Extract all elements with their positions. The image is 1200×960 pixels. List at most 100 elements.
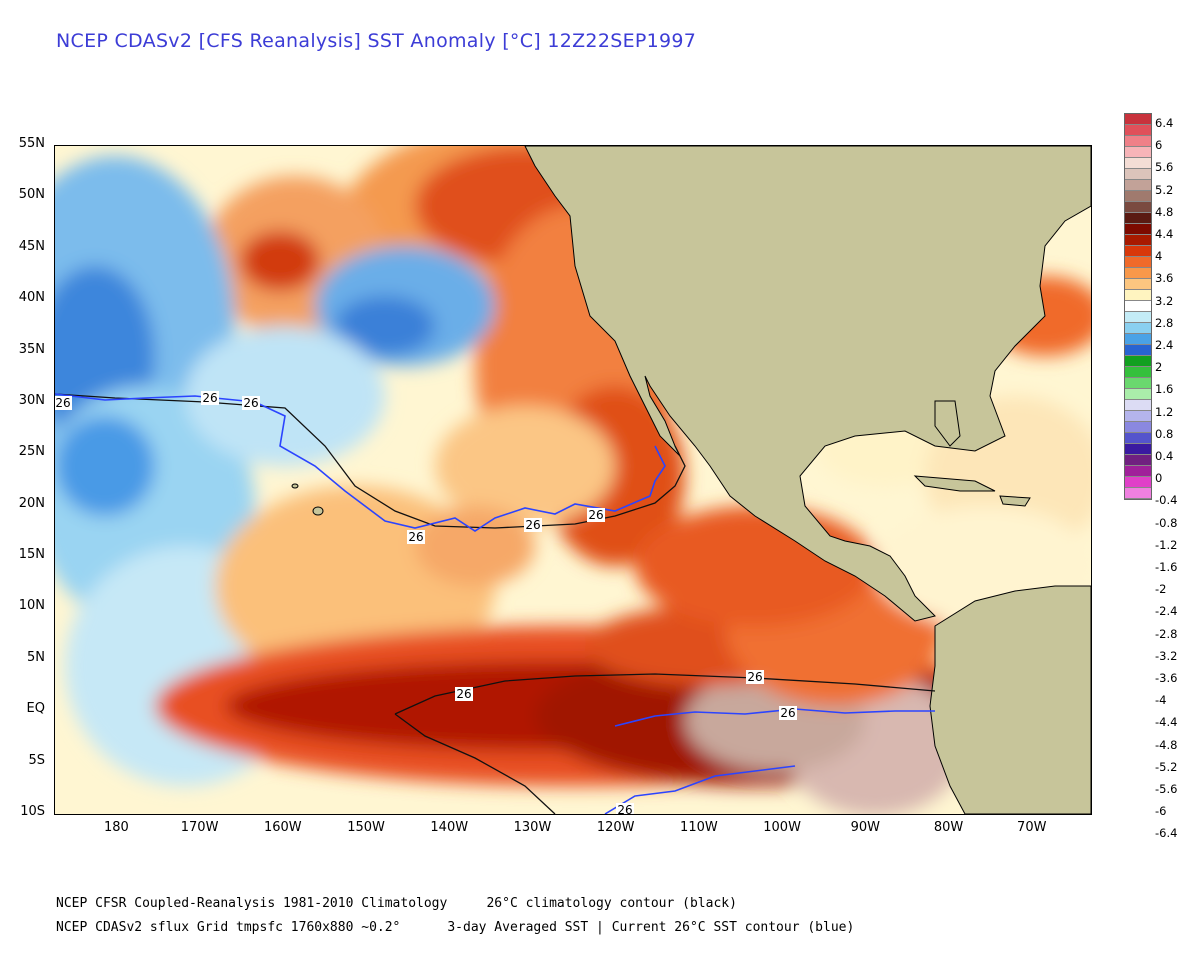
footer-line-1: NCEP CFSR Coupled-Reanalysis 1981-2010 C… bbox=[56, 896, 737, 911]
lon-tick-label: 150W bbox=[347, 820, 385, 835]
contour-label-bg bbox=[55, 396, 72, 410]
climatology-26c-contour bbox=[55, 393, 936, 814]
colorbar-tick-label: -0.4 bbox=[1155, 493, 1178, 508]
colorbar-swatch bbox=[1125, 356, 1151, 367]
lon-tick-label: 120W bbox=[596, 820, 635, 835]
colorbar-tick-label: 3.6 bbox=[1155, 271, 1174, 286]
colorbar-tick-label: -4.8 bbox=[1155, 737, 1178, 752]
colorbar-swatch bbox=[1125, 268, 1151, 279]
colorbar-tick-label: -3.2 bbox=[1155, 648, 1178, 663]
colorbar-tick-label: 3.2 bbox=[1155, 293, 1174, 308]
colorbar-tick-label: 4.4 bbox=[1155, 227, 1174, 241]
colorbar-tick-label: 2.4 bbox=[1155, 338, 1174, 352]
lat-tick-label: 10S bbox=[20, 804, 45, 819]
sst-anomaly-map: 26 26 26 26 26 26 26 26 26 26 bbox=[54, 145, 1092, 815]
lat-tick-label: 55N bbox=[18, 136, 45, 151]
colorbar-swatch bbox=[1125, 191, 1151, 202]
colorbar-swatch bbox=[1125, 444, 1151, 455]
colorbar-tick-label: 6.4 bbox=[1155, 116, 1174, 130]
colorbar-tick-label: 4 bbox=[1155, 249, 1163, 264]
colorbar-tick-label: -1.2 bbox=[1155, 537, 1178, 552]
map-canvas: 26 26 26 26 26 26 26 26 26 26 bbox=[55, 146, 1091, 814]
lat-tick-label: 15N bbox=[18, 547, 45, 563]
contour-label-bg bbox=[746, 670, 764, 684]
colorbar-tick-label: -5.2 bbox=[1155, 759, 1178, 774]
lon-tick-label: 140W bbox=[430, 820, 469, 835]
colorbar-swatch bbox=[1125, 246, 1151, 257]
contour-label-bg bbox=[524, 518, 542, 532]
lon-tick-label: 170W bbox=[180, 820, 219, 835]
colorbar-swatch bbox=[1125, 290, 1151, 301]
colorbar-tick-label: -2.4 bbox=[1155, 604, 1178, 619]
colorbar-swatch bbox=[1125, 257, 1151, 268]
lat-tick-label: 50N bbox=[18, 187, 45, 203]
contour-label: 26 bbox=[243, 396, 258, 410]
lat-tick-label: 5S bbox=[28, 752, 45, 768]
colorbar-tick-label: 4.8 bbox=[1155, 204, 1174, 219]
colorbar-tick-label: -2.8 bbox=[1155, 626, 1178, 641]
lat-tick-label: 30N bbox=[18, 392, 45, 408]
colorbar-tick-label: -6.4 bbox=[1155, 826, 1178, 841]
colorbar-tick-label: -3.6 bbox=[1155, 671, 1178, 685]
colorbar-swatch bbox=[1125, 488, 1151, 499]
colorbar-tick-label: 1.6 bbox=[1155, 382, 1174, 397]
colorbar-swatch bbox=[1125, 345, 1151, 356]
colorbar-tick-label: -6 bbox=[1155, 804, 1167, 819]
lon-tick-label: 110W bbox=[680, 820, 718, 835]
colorbar bbox=[1124, 113, 1152, 500]
colorbar-tick-label: 2.8 bbox=[1155, 315, 1174, 330]
colorbar-swatch bbox=[1125, 477, 1151, 488]
lat-tick-label: 10N bbox=[18, 598, 45, 614]
lon-tick-label: 180 bbox=[103, 820, 129, 835]
lon-tick-label: 130W bbox=[513, 820, 552, 835]
colorbar-tick-label: 0.4 bbox=[1155, 449, 1174, 463]
lon-tick-label: 80W bbox=[933, 820, 964, 835]
map-title: NCEP CDASv2 [CFS Reanalysis] SST Anomaly… bbox=[56, 30, 697, 52]
contour-label: 26 bbox=[617, 803, 632, 814]
colorbar-swatch bbox=[1125, 422, 1151, 433]
lat-tick-label: 20N bbox=[18, 495, 45, 511]
land-mass bbox=[291, 146, 1091, 814]
contour-label: 26 bbox=[525, 518, 540, 532]
contour-label: 26 bbox=[55, 396, 70, 410]
colorbar-swatch bbox=[1125, 334, 1151, 345]
colorbar-tick-label: 2 bbox=[1155, 360, 1163, 375]
lon-tick-label: 160W bbox=[263, 820, 302, 835]
colorbar-swatch bbox=[1125, 136, 1151, 147]
colorbar-swatch bbox=[1125, 114, 1151, 125]
contour-label-bg bbox=[587, 508, 605, 522]
colorbar-tick-label: 0 bbox=[1155, 471, 1163, 486]
colorbar-tick-label: 1.2 bbox=[1155, 404, 1174, 419]
colorbar-tick-label: -1.6 bbox=[1155, 560, 1178, 574]
colorbar-swatch bbox=[1125, 367, 1151, 378]
colorbar-tick-label: 5.6 bbox=[1155, 160, 1174, 175]
colorbar-swatch bbox=[1125, 389, 1151, 400]
colorbar-swatch bbox=[1125, 169, 1151, 180]
colorbar-tick-label: -4 bbox=[1155, 693, 1167, 708]
colorbar-swatch bbox=[1125, 400, 1151, 411]
lat-tick-label: EQ bbox=[26, 701, 45, 717]
contour-label-bg bbox=[242, 396, 260, 410]
lat-tick-label: 45N bbox=[18, 238, 45, 254]
lat-tick-label: 35N bbox=[18, 341, 45, 357]
contour-label-bg bbox=[779, 706, 797, 720]
colorbar-swatch bbox=[1125, 202, 1151, 213]
colorbar-swatch bbox=[1125, 279, 1151, 290]
contour-label: 26 bbox=[780, 706, 795, 720]
colorbar-tick-label: 5.2 bbox=[1155, 182, 1174, 197]
colorbar-tick-label: -2 bbox=[1155, 582, 1167, 597]
contour-label: 26 bbox=[202, 391, 217, 405]
colorbar-swatch bbox=[1125, 125, 1151, 136]
contour-label: 26 bbox=[408, 530, 423, 544]
lat-tick-label: 40N bbox=[18, 290, 45, 306]
colorbar-tick-label: 0.8 bbox=[1155, 426, 1174, 441]
colorbar-tick-label: -4.4 bbox=[1155, 715, 1178, 730]
colorbar-swatch bbox=[1125, 466, 1151, 477]
colorbar-swatch bbox=[1125, 224, 1151, 235]
contour-label: 26 bbox=[747, 670, 762, 684]
lon-tick-label: 70W bbox=[1017, 820, 1047, 835]
footer-line-2: NCEP CDASv2 sflux Grid tmpsfc 1760x880 ~… bbox=[56, 920, 855, 935]
colorbar-swatch bbox=[1125, 147, 1151, 158]
colorbar-swatch bbox=[1125, 213, 1151, 224]
colorbar-swatch bbox=[1125, 433, 1151, 444]
